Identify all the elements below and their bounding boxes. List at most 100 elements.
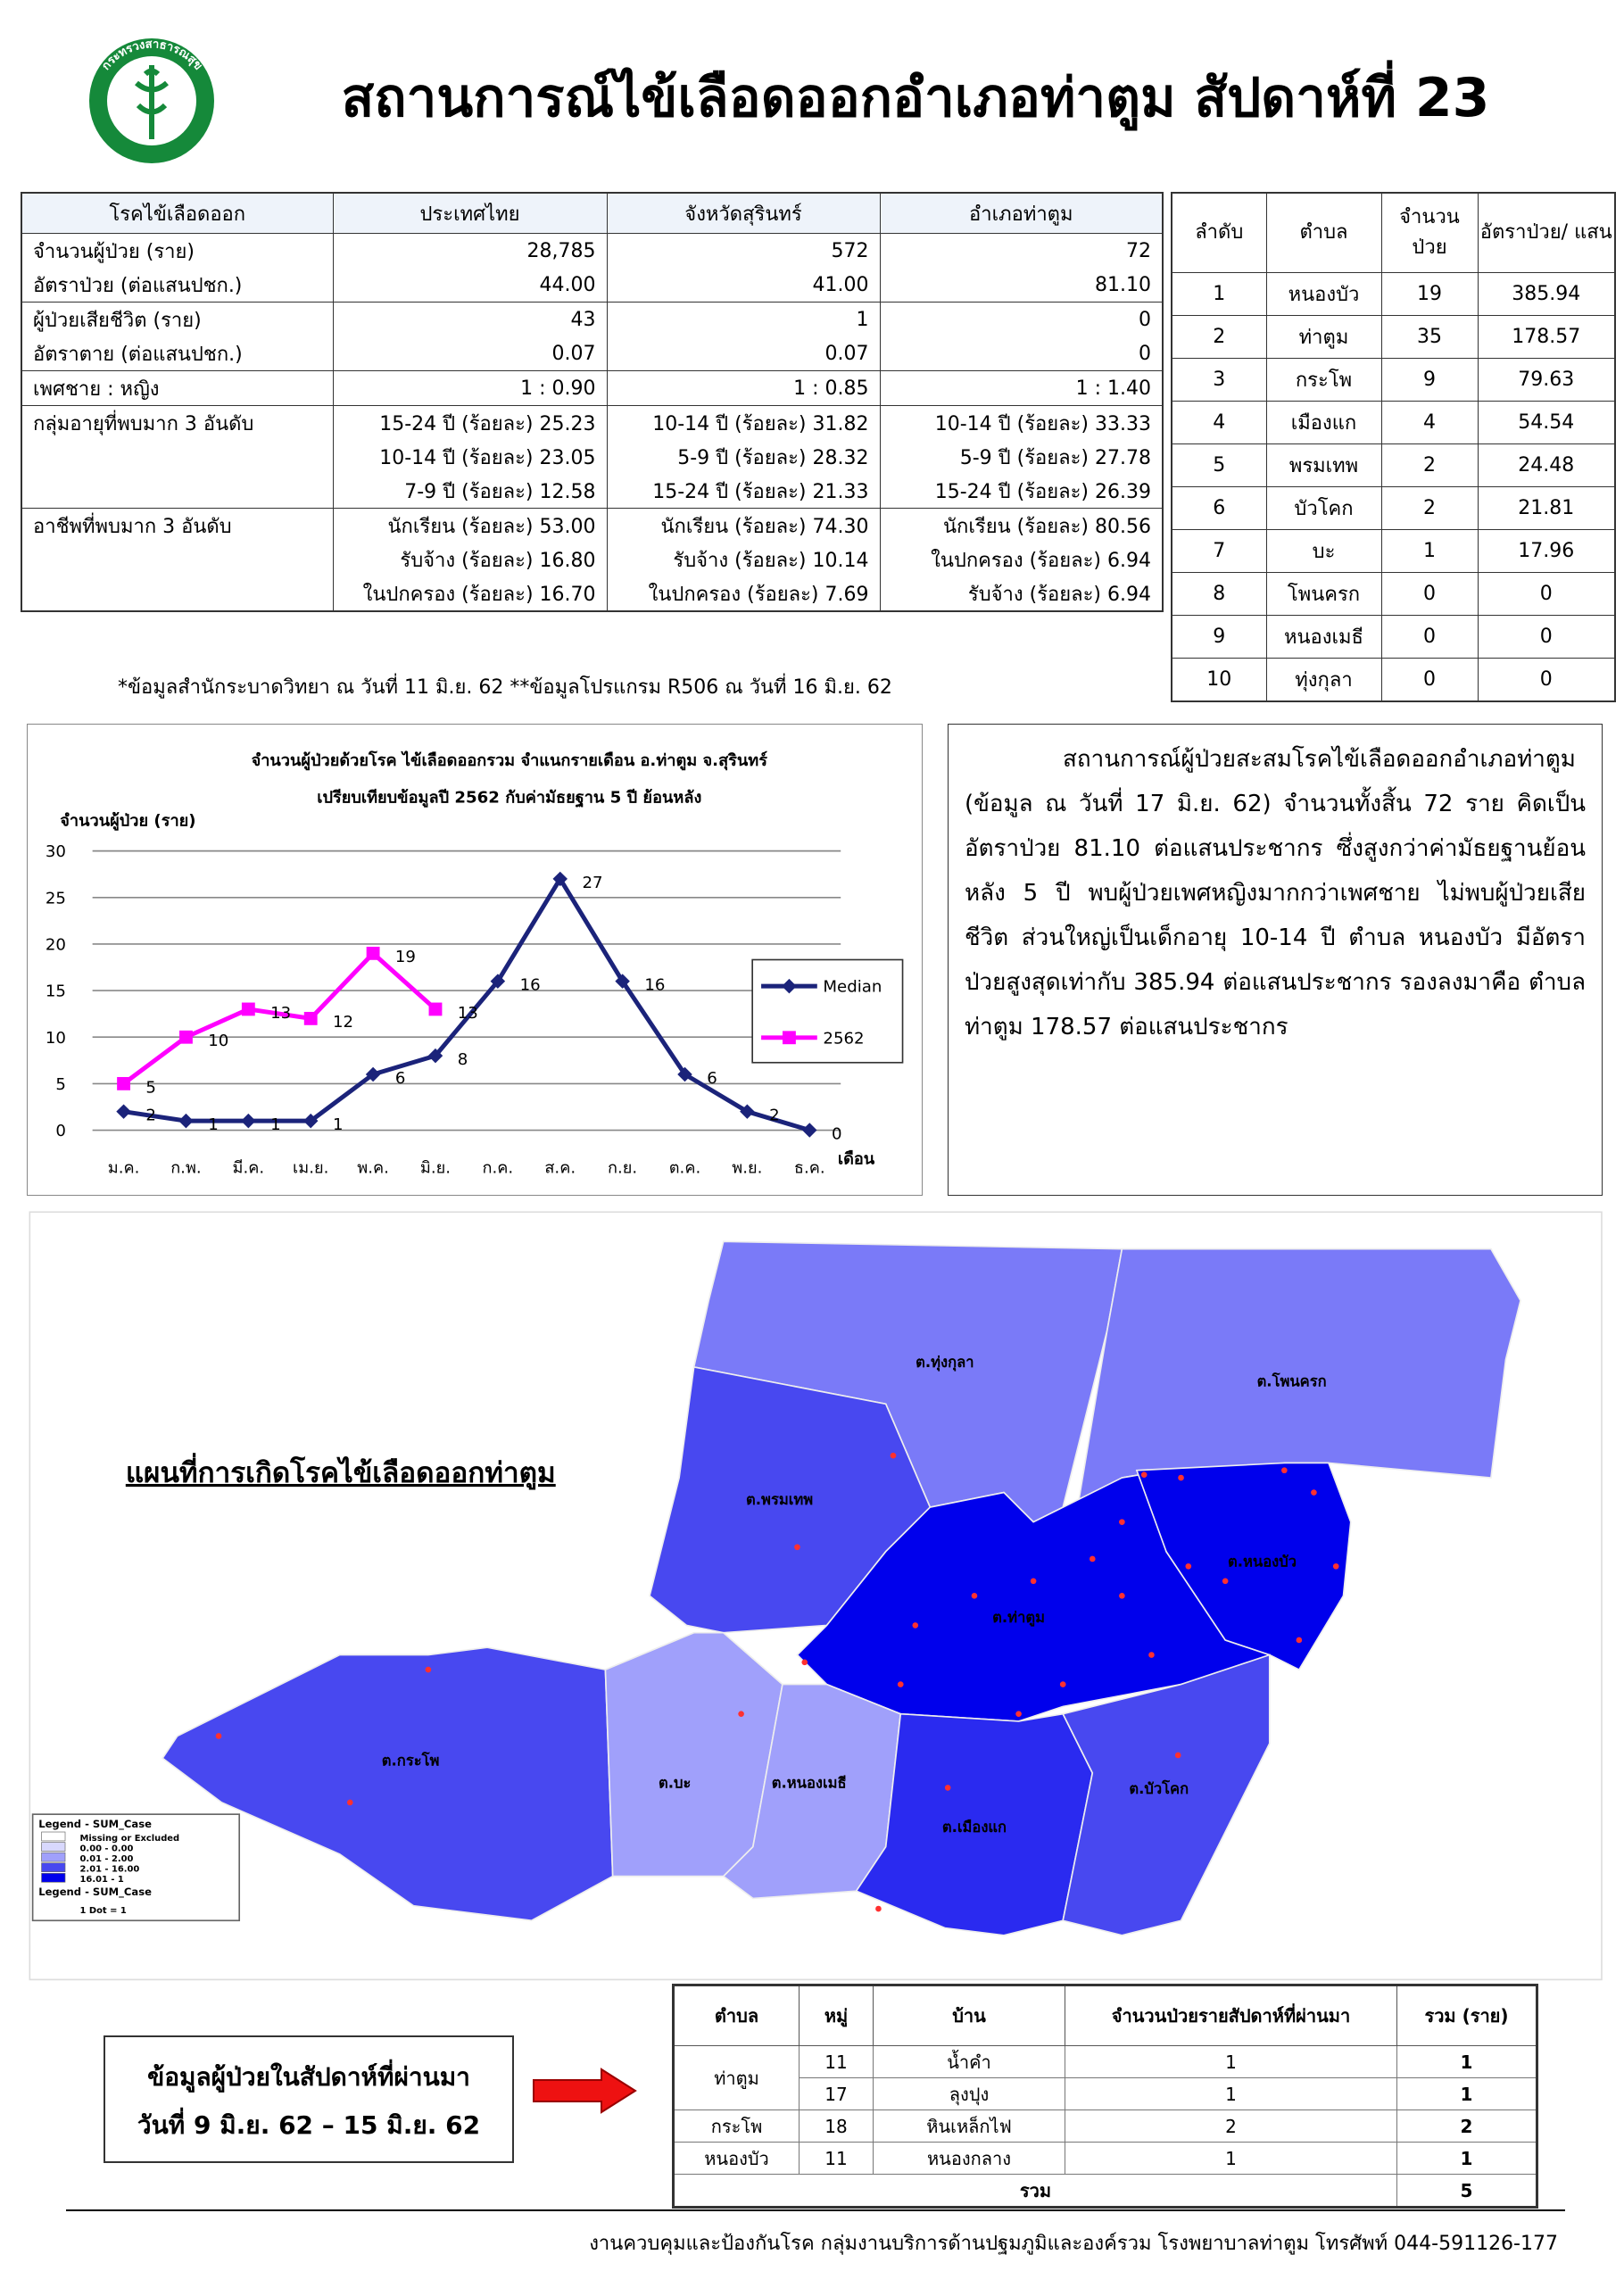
cell: 1 — [606, 302, 881, 336]
region-label: ต.บัวโคก — [1129, 1779, 1189, 1797]
tambon-cell: กระโพ — [673, 2110, 800, 2143]
y-tick-label: 10 — [46, 1029, 66, 1048]
arrow — [533, 2068, 637, 2114]
cell: 1 — [1396, 2045, 1537, 2078]
footer: งานควบคุมและป้องกันโรค กลุ่มงานบริการด้า… — [589, 2233, 1558, 2255]
cell: 54.54 — [1477, 401, 1616, 444]
cell: 10 — [1171, 658, 1267, 702]
legend-item: 1 Dot = 1 — [80, 1906, 127, 1916]
row-label: จำนวนผู้ป่วย (ราย) — [21, 233, 334, 268]
x-tick-label: ส.ค. — [544, 1158, 576, 1177]
case-dot — [912, 1622, 919, 1629]
cell: น้ำคำ — [873, 2045, 1065, 2078]
cell: 10-14 ปี (ร้อยละ) 33.33 — [879, 405, 1164, 440]
legend-label: 2562 — [823, 1029, 864, 1048]
cell: 43 — [332, 302, 608, 336]
legend-swatch — [41, 1842, 66, 1852]
case-dot — [890, 1452, 897, 1459]
chart-title: จำนวนผู้ป่วยด้วยโรค ไข้เลือดออกรวม จำแนก… — [252, 750, 768, 771]
x-tick-label: ก.พ. — [170, 1158, 201, 1177]
data-point — [427, 1048, 443, 1064]
cell: พรมเทพ — [1265, 443, 1382, 487]
cell: เมืองแก — [1265, 401, 1382, 444]
legend-item: 2.01 - 16.00 — [80, 1865, 140, 1875]
table-row: 7-9 ปี (ร้อยละ) 12.58 15-24 ปี (ร้อยละ) 2… — [21, 474, 1164, 509]
cell: 1 : 0.90 — [332, 370, 608, 406]
legend-marker — [782, 978, 797, 994]
data-label: 16 — [520, 976, 541, 995]
table-row: ในปกครอง (ร้อยละ) 16.70 ในปกครอง (ร้อยละ)… — [21, 576, 1164, 611]
title: สถานการณ์ไข้เลือดออกอำเภอท่าตูม สัปดาห์ท… — [341, 67, 1490, 129]
case-dot — [215, 1733, 222, 1739]
table-row: 5 พรมเทพ 2 24.48 — [1171, 443, 1616, 487]
summary-table: โรคไข้เลือดออก ประเทศไทย จังหวัดสุรินทร์ อำ… — [21, 192, 1164, 612]
cell: 2 — [1065, 2110, 1397, 2143]
cell: 72 — [879, 233, 1164, 268]
row-label: อัตราป่วย (ต่อแสนปชก.) — [21, 268, 334, 303]
column-header: ลำดับ — [1171, 192, 1267, 273]
region-label: ต.บะ — [659, 1774, 691, 1791]
cell: 7-9 ปี (ร้อยละ) 12.58 — [332, 474, 608, 509]
week-box-line: ข้อมูลผู้ป่วยในสัปดาห์ที่ผ่านมา — [147, 2062, 470, 2092]
legend-item: 0.00 - 0.00 — [80, 1844, 134, 1854]
data-point — [615, 974, 630, 989]
x-tick-label: ต.ค. — [669, 1158, 700, 1177]
table-row: หนองบัว 11 หนองกลาง 1 1 — [673, 2142, 1537, 2175]
cell: 1 — [1065, 2142, 1397, 2175]
cell: หินเหล็กไฟ — [873, 2110, 1065, 2143]
cell: หนองบัว — [1265, 272, 1382, 316]
cell: 2 — [1396, 2110, 1537, 2143]
data-label: 10 — [208, 1032, 228, 1050]
cell: 1 — [1396, 2077, 1537, 2110]
row-label — [21, 474, 334, 509]
table-row: 4 เมืองแก 4 54.54 — [1171, 401, 1616, 444]
legend-title: Legend - SUM_Case — [38, 1886, 152, 1899]
data-label: 16 — [644, 976, 665, 995]
column-header: ประเทศไทย — [332, 192, 608, 234]
series-line — [123, 874, 810, 1132]
map-legend — [31, 1813, 241, 1922]
cell: 79.63 — [1477, 358, 1616, 402]
row-label: ผู้ป่วยเสียชีวิต (ราย) — [21, 302, 334, 336]
arrow-shape — [533, 2068, 637, 2114]
cell: 5-9 ปี (ร้อยละ) 28.32 — [606, 440, 881, 474]
cell: รับจ้าง (ร้อยละ) 6.94 — [879, 576, 1164, 611]
legend-swatch — [41, 1831, 66, 1842]
chart: จำนวนผู้ป่วยด้วยโรค ไข้เลือดออกรวม จำแนก… — [27, 724, 923, 1196]
week-box-line: วันที่ 9 มิ.ย. 62 – 15 มิ.ย. 62 — [137, 2110, 481, 2140]
cell: 0 — [1477, 572, 1616, 616]
cell: รับจ้าง (ร้อยละ) 10.14 — [606, 543, 881, 576]
legend-item: 16.01 - 1 — [80, 1875, 124, 1885]
table-row: กระโพ 18 หินเหล็กไฟ 2 2 — [673, 2110, 1537, 2143]
case-dot — [1148, 1652, 1155, 1658]
x-tick-label: เม.ย. — [293, 1158, 328, 1177]
data-label: 1 — [208, 1115, 219, 1134]
table-row: กลุ่มอายุที่พบมาก 3 อันดับ 15-24 ปี (ร้อย… — [21, 405, 1164, 440]
cell: 9 — [1171, 615, 1267, 659]
column-header: จังหวัดสุรินทร์ — [606, 192, 881, 234]
data-point — [303, 1011, 318, 1025]
x-tick-label: พ.ย. — [732, 1158, 762, 1177]
case-dot — [1185, 1562, 1192, 1570]
cell: โพนครก — [1265, 572, 1382, 616]
row-label: กลุ่มอายุที่พบมาก 3 อันดับ — [21, 405, 334, 440]
case-dot — [794, 1544, 800, 1551]
region-label: ต.โพนครก — [1257, 1372, 1327, 1389]
table-row: 9 หนองเมธี 0 0 — [1171, 615, 1616, 659]
case-dot — [1119, 1519, 1125, 1525]
legend-item: Missing or Excluded — [80, 1834, 180, 1844]
data-point — [677, 1066, 692, 1082]
data-label: 13 — [458, 1004, 478, 1023]
region — [1062, 1654, 1271, 1936]
case-dot — [971, 1593, 978, 1599]
cell: 19 — [1380, 272, 1479, 316]
cell: 1 — [1065, 2045, 1397, 2078]
rule — [66, 2209, 1565, 2211]
cell: บะ — [1265, 529, 1382, 573]
logo-emblem — [135, 65, 169, 139]
total-value: 5 — [1396, 2174, 1537, 2208]
cell: 15-24 ปี (ร้อยละ) 21.33 — [606, 474, 881, 509]
case-dot — [1178, 1474, 1184, 1481]
cell: 5 — [1171, 443, 1267, 487]
cell: 0 — [879, 336, 1164, 371]
